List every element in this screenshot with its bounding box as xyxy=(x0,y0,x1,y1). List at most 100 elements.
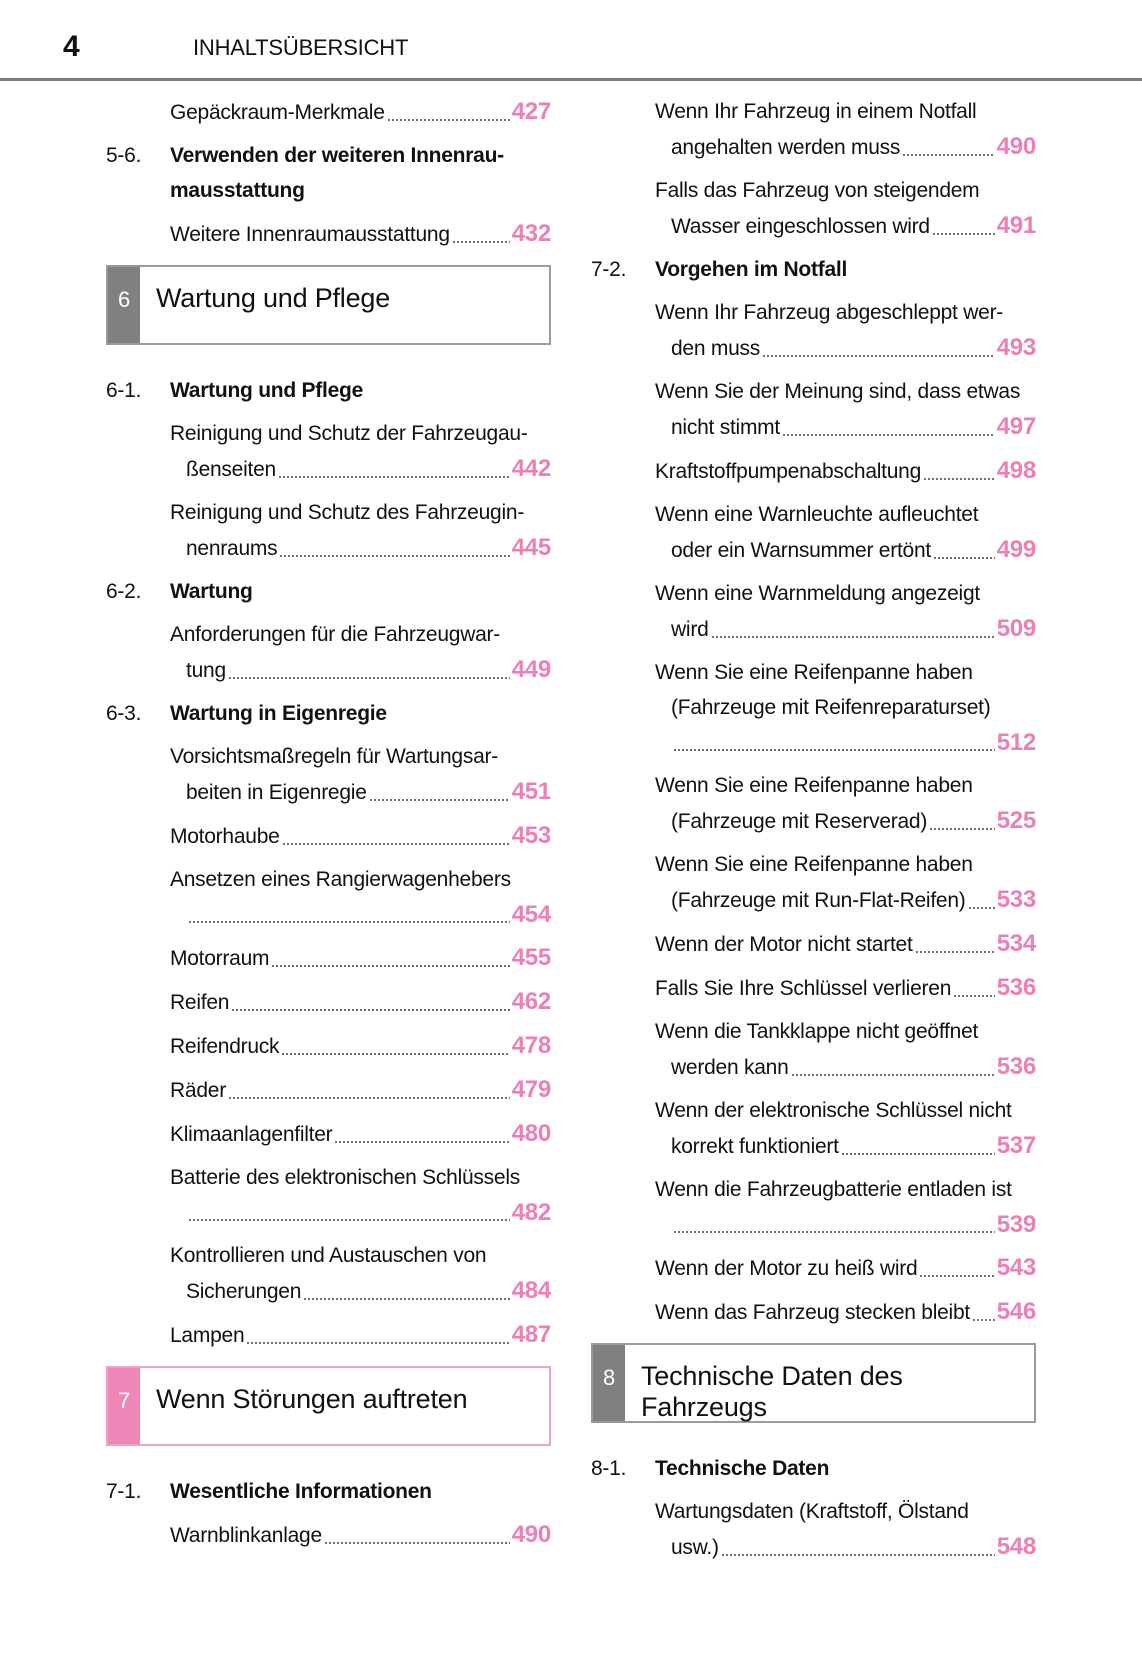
toc-entry[interactable]: Wenn die Tankklappe nicht geöffnet werden… xyxy=(655,1014,1036,1085)
toc-page-link[interactable]: 487 xyxy=(511,1321,552,1348)
toc-page-link[interactable]: 543 xyxy=(996,1254,1037,1281)
toc-page-link[interactable]: 536 xyxy=(996,1053,1037,1080)
section-heading[interactable]: 5-6. Verwenden der weiteren Innenrau-maus… xyxy=(106,138,551,208)
chapter-box[interactable]: 7 Wenn Störungen auftreten xyxy=(106,1366,551,1446)
toc-entry[interactable]: Wenn eine Warnmeldung angezeigt wird 509 xyxy=(655,576,1036,647)
toc-entry[interactable]: Klimaanlagenfilter 480 xyxy=(170,1116,551,1152)
toc-page-link[interactable]: 525 xyxy=(996,807,1037,834)
toc-entry[interactable]: Weitere Innenraumausstattung 432 xyxy=(170,216,551,252)
dot-leader xyxy=(840,1153,995,1155)
toc-entry[interactable]: Falls Sie Ihre Schlüssel verlieren 536 xyxy=(655,970,1036,1006)
toc-entry-text: Reifen xyxy=(170,991,230,1014)
dot-leader xyxy=(368,799,510,801)
toc-entry[interactable]: Räder 479 xyxy=(170,1072,551,1108)
chapter-box[interactable]: 6 Wartung und Pflege xyxy=(106,265,551,345)
toc-page-link[interactable]: 497 xyxy=(996,413,1037,440)
toc-page-link[interactable]: 478 xyxy=(511,1032,552,1059)
toc-entry[interactable]: Reinigung und Schutz des Fahrzeugin-nenr… xyxy=(170,495,551,566)
toc-page-link[interactable]: 490 xyxy=(996,133,1037,160)
chapter-title[interactable]: Technische Daten des Fahrzeugs xyxy=(641,1361,903,1422)
dot-leader xyxy=(334,1141,510,1143)
section-heading[interactable]: 8-1. Technische Daten xyxy=(591,1451,1036,1486)
toc-page-link[interactable]: 548 xyxy=(996,1533,1037,1560)
header-divider xyxy=(0,78,1142,81)
toc-entry[interactable]: Vorsichtsmaßregeln für Wartungsar-beiten… xyxy=(170,739,551,810)
toc-page-link[interactable]: 462 xyxy=(511,988,552,1015)
toc-entry[interactable]: Anforderungen für die Fahrzeugwar-tung 44… xyxy=(170,617,551,688)
toc-entry[interactable]: Wenn Sie eine Reifenpanne haben (Fahrzeug… xyxy=(655,847,1036,918)
toc-page-link[interactable]: 498 xyxy=(996,457,1037,484)
toc-entry[interactable]: Wenn das Fahrzeug stecken bleibt 546 xyxy=(655,1294,1036,1330)
toc-entry-line: oder ein Warnsummer ertönt 499 xyxy=(655,532,1036,568)
toc-entry-line: Gepäckraum-Merkmale 427 xyxy=(170,94,551,130)
toc-page-link[interactable]: 445 xyxy=(511,534,552,561)
toc-entry[interactable]: Wenn Ihr Fahrzeug abgeschleppt wer-den m… xyxy=(655,295,1036,366)
toc-page-link[interactable]: 533 xyxy=(996,886,1037,913)
toc-entry[interactable]: Reifen 462 xyxy=(170,984,551,1020)
toc-page-link[interactable]: 449 xyxy=(511,656,552,683)
toc-entry[interactable]: Wenn der elektronische Schlüssel nicht ko… xyxy=(655,1093,1036,1164)
toc-entry[interactable]: Kontrollieren und Austauschen von Sicheru… xyxy=(170,1238,551,1309)
section-heading[interactable]: 6-3. Wartung in Eigenregie xyxy=(106,696,551,731)
toc-entry-line: tung 449 xyxy=(170,652,551,688)
toc-page-link[interactable]: 546 xyxy=(996,1298,1037,1325)
toc-entry[interactable]: Reinigung und Schutz der Fahrzeugau-ßens… xyxy=(170,416,551,487)
chapter-title[interactable]: Wenn Störungen auftreten xyxy=(156,1384,468,1414)
toc-entry[interactable]: Gepäckraum-Merkmale 427 xyxy=(170,94,551,130)
toc-entry[interactable]: Wenn die Fahrzeugbatterie entladen ist 53… xyxy=(655,1172,1036,1242)
toc-entry[interactable]: Falls das Fahrzeug von steigendem Wasser … xyxy=(655,173,1036,244)
toc-page-link[interactable]: 442 xyxy=(511,455,552,482)
section-heading[interactable]: 6-1. Wartung und Pflege xyxy=(106,373,551,408)
toc-page-link[interactable]: 453 xyxy=(511,822,552,849)
toc-page-link[interactable]: 499 xyxy=(996,536,1037,563)
toc-page-link[interactable]: 480 xyxy=(511,1120,552,1147)
toc-entry[interactable]: Reifendruck 478 xyxy=(170,1028,551,1064)
toc-entry-line: Wenn die Fahrzeugbatterie entladen ist xyxy=(655,1172,1036,1207)
toc-page-link[interactable]: 455 xyxy=(511,944,552,971)
toc-entry[interactable]: Batterie des elektronischen Schlüssels 48… xyxy=(170,1160,551,1230)
toc-entry-line: 482 xyxy=(170,1195,551,1230)
section-heading[interactable]: 6-2. Wartung xyxy=(106,574,551,609)
toc-entry[interactable]: Motorhaube 453 xyxy=(170,818,551,854)
toc-entry[interactable]: Wenn Ihr Fahrzeug in einem Notfall angeha… xyxy=(655,94,1036,165)
toc-page-link[interactable]: 539 xyxy=(996,1211,1037,1238)
chapter-title[interactable]: Wartung und Pflege xyxy=(156,283,391,313)
toc-page-link[interactable]: 490 xyxy=(511,1521,552,1548)
toc-entry[interactable]: Wenn der Motor nicht startet 534 xyxy=(655,926,1036,962)
toc-entry-line: Reinigung und Schutz des Fahrzeugin- xyxy=(170,495,551,530)
toc-page-link[interactable]: 537 xyxy=(996,1132,1037,1159)
toc-entry[interactable]: Motorraum 455 xyxy=(170,940,551,976)
chapter-box[interactable]: 8 Technische Daten des Fahrzeugs xyxy=(591,1343,1036,1423)
toc-entry-line: Klimaanlagenfilter 480 xyxy=(170,1116,551,1152)
toc-page-link[interactable]: 427 xyxy=(511,98,552,125)
toc-page-link[interactable]: 534 xyxy=(996,930,1037,957)
toc-page-link[interactable]: 432 xyxy=(511,220,552,247)
toc-page-link[interactable]: 512 xyxy=(996,729,1037,756)
toc-entry[interactable]: Wenn Sie der Meinung sind, dass etwas nic… xyxy=(655,374,1036,445)
toc-page-link[interactable]: 479 xyxy=(511,1076,552,1103)
toc-page-link[interactable]: 536 xyxy=(996,974,1037,1001)
toc-entry[interactable]: Ansetzen eines Rangierwagenhebers 454 xyxy=(170,862,551,932)
toc-entry[interactable]: Wartungsdaten (Kraftstoff, Ölstand usw.) 5… xyxy=(655,1494,1036,1565)
toc-entry[interactable]: Lampen 487 xyxy=(170,1317,551,1353)
toc-entry[interactable]: Kraftstoffpumpenabschaltung 498 xyxy=(655,453,1036,489)
toc-entry[interactable]: Wenn Sie eine Reifenpanne haben (Fahrzeug… xyxy=(655,768,1036,839)
toc-page-link[interactable]: 451 xyxy=(511,778,552,805)
toc-column-left: Gepäckraum-Merkmale 427 5-6. Verwenden der … xyxy=(106,94,551,1561)
toc-entry[interactable]: Wenn Sie eine Reifenpanne haben (Fahrzeug… xyxy=(655,655,1036,760)
toc-entry-text: Wenn das Fahrzeug stecken bleibt xyxy=(655,1301,970,1324)
toc-entry[interactable]: Warnblinkanlage 490 xyxy=(170,1517,551,1553)
toc-entry[interactable]: Wenn der Motor zu heiß wird 543 xyxy=(655,1250,1036,1286)
toc-entry[interactable]: Wenn eine Warnleuchte aufleuchtet oder ei… xyxy=(655,497,1036,568)
section-number: 7-1. xyxy=(106,1480,142,1503)
toc-page-link[interactable]: 509 xyxy=(996,615,1037,642)
section-heading[interactable]: 7-1. Wesentliche Informationen xyxy=(106,1474,551,1509)
toc-page-link[interactable]: 491 xyxy=(996,212,1037,239)
toc-page-link[interactable]: 454 xyxy=(511,901,552,928)
toc-entry-text: Warnblinkanlage xyxy=(170,1524,322,1547)
toc-page-link[interactable]: 493 xyxy=(996,334,1037,361)
toc-page-link[interactable]: 484 xyxy=(511,1277,552,1304)
toc-page-link[interactable]: 482 xyxy=(511,1199,552,1226)
section-heading[interactable]: 7-2. Vorgehen im Notfall xyxy=(591,252,1036,287)
toc-entry-line: (Fahrzeuge mit Reserverad) 525 xyxy=(655,803,1036,839)
